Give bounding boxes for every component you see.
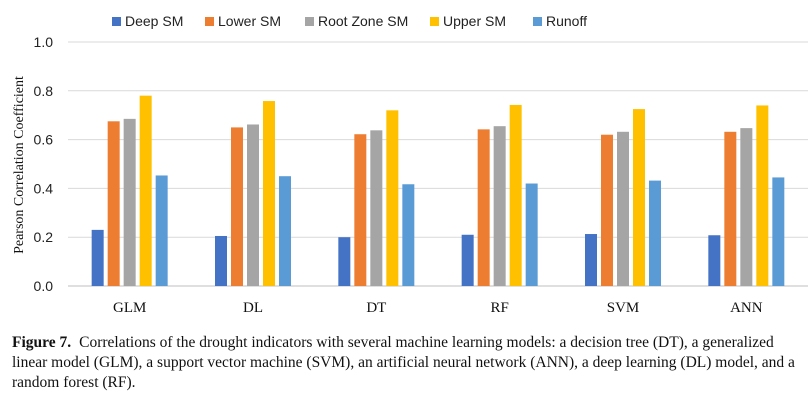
bar-root-zone-sm-rf [493, 126, 506, 287]
y-tick-label: 0.4 [34, 180, 54, 196]
bar-runoff-dl [279, 176, 291, 286]
caption-text: Correlations of the drought indicators w… [12, 334, 795, 391]
bar-upper-sm-dt [386, 110, 399, 286]
caption-label: Figure 7. [12, 334, 72, 351]
x-category-label: DL [243, 300, 263, 316]
y-tick-label: 0.8 [34, 83, 54, 99]
bar-root-zone-sm-dt [370, 130, 383, 286]
bar-root-zone-sm-svm [617, 131, 629, 286]
legend-swatch-deep-sm [112, 17, 121, 26]
y-tick-label: 0.6 [34, 132, 54, 148]
x-category-labels: GLM DL DT RF SVM ANN [113, 300, 763, 316]
bar-lower-sm-dt [354, 134, 367, 286]
bar-runoff-glm [155, 175, 168, 286]
legend-label: Lower SM [218, 13, 281, 29]
x-category-label: DT [366, 300, 386, 316]
gridlines [68, 41, 808, 287]
legend-swatch-upper-sm [430, 17, 439, 26]
bar-runoff-ann [772, 177, 785, 286]
y-tick-label: 0.2 [34, 229, 54, 245]
bar-chart: 0.0 0.2 0.4 0.6 0.8 1.0 GLM DL DT RF SVM ANN Deep … [12, 13, 808, 316]
y-tick-labels: 0.0 0.2 0.4 0.6 0.8 1.0 [34, 34, 54, 294]
bar-lower-sm-rf [477, 129, 490, 286]
bar-runoff-rf [525, 183, 538, 286]
y-tick-label: 0.0 [34, 278, 54, 294]
legend-swatch-runoff [533, 17, 542, 26]
bar-deep-sm-ann [708, 235, 721, 286]
legend-label: Runoff [546, 13, 587, 29]
legend: Deep SM Lower SM Root Zone SM Upper SM Runof… [112, 13, 587, 29]
x-category-label: RF [490, 300, 508, 316]
bar-upper-sm-ann [756, 105, 769, 286]
bar-deep-sm-rf [461, 234, 474, 286]
legend-label: Root Zone SM [318, 13, 408, 29]
x-category-label: GLM [113, 300, 146, 316]
x-category-label: SVM [607, 300, 640, 316]
bar-upper-sm-svm [633, 109, 645, 286]
bar-upper-sm-rf [509, 104, 522, 287]
y-axis-label: Pearson Correlation Coefficient [12, 76, 27, 254]
x-category-label: ANN [730, 300, 763, 316]
bar-root-zone-sm-ann [740, 128, 753, 286]
bar-root-zone-sm-glm [123, 118, 136, 286]
bar-runoff-svm [649, 180, 661, 286]
bar-upper-sm-dl [263, 101, 275, 286]
legend-swatch-lower-sm [205, 17, 214, 26]
y-tick-label: 1.0 [34, 34, 54, 50]
bar-root-zone-sm-dl [247, 124, 259, 286]
bars [91, 95, 785, 287]
bar-deep-sm-svm [585, 234, 597, 286]
bar-runoff-dt [402, 184, 415, 286]
bar-upper-sm-glm [139, 95, 152, 287]
legend-label: Deep SM [125, 13, 183, 29]
bar-deep-sm-glm [91, 229, 104, 286]
legend-label: Upper SM [443, 13, 506, 29]
bar-lower-sm-dl [231, 127, 243, 287]
legend-swatch-root-zone-sm [305, 17, 314, 26]
bar-lower-sm-ann [724, 131, 737, 286]
bar-lower-sm-svm [601, 134, 613, 286]
bar-deep-sm-dl [215, 235, 227, 286]
bar-lower-sm-glm [107, 121, 120, 286]
bar-deep-sm-dt [338, 237, 351, 286]
figure-caption: Figure 7. Correlations of the drought ind… [12, 333, 802, 393]
